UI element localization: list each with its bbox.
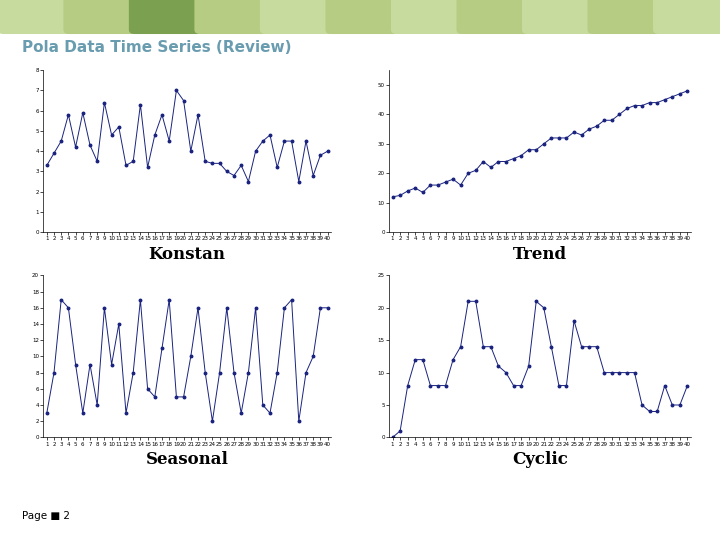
Text: Seasonal: Seasonal xyxy=(145,451,229,468)
Text: Konstan: Konstan xyxy=(149,246,225,262)
Text: Pola Data Time Series (Review): Pola Data Time Series (Review) xyxy=(22,40,291,56)
Text: Trend: Trend xyxy=(513,246,567,262)
Text: Page ■ 2: Page ■ 2 xyxy=(22,511,70,521)
Text: Cyclic: Cyclic xyxy=(512,451,568,468)
